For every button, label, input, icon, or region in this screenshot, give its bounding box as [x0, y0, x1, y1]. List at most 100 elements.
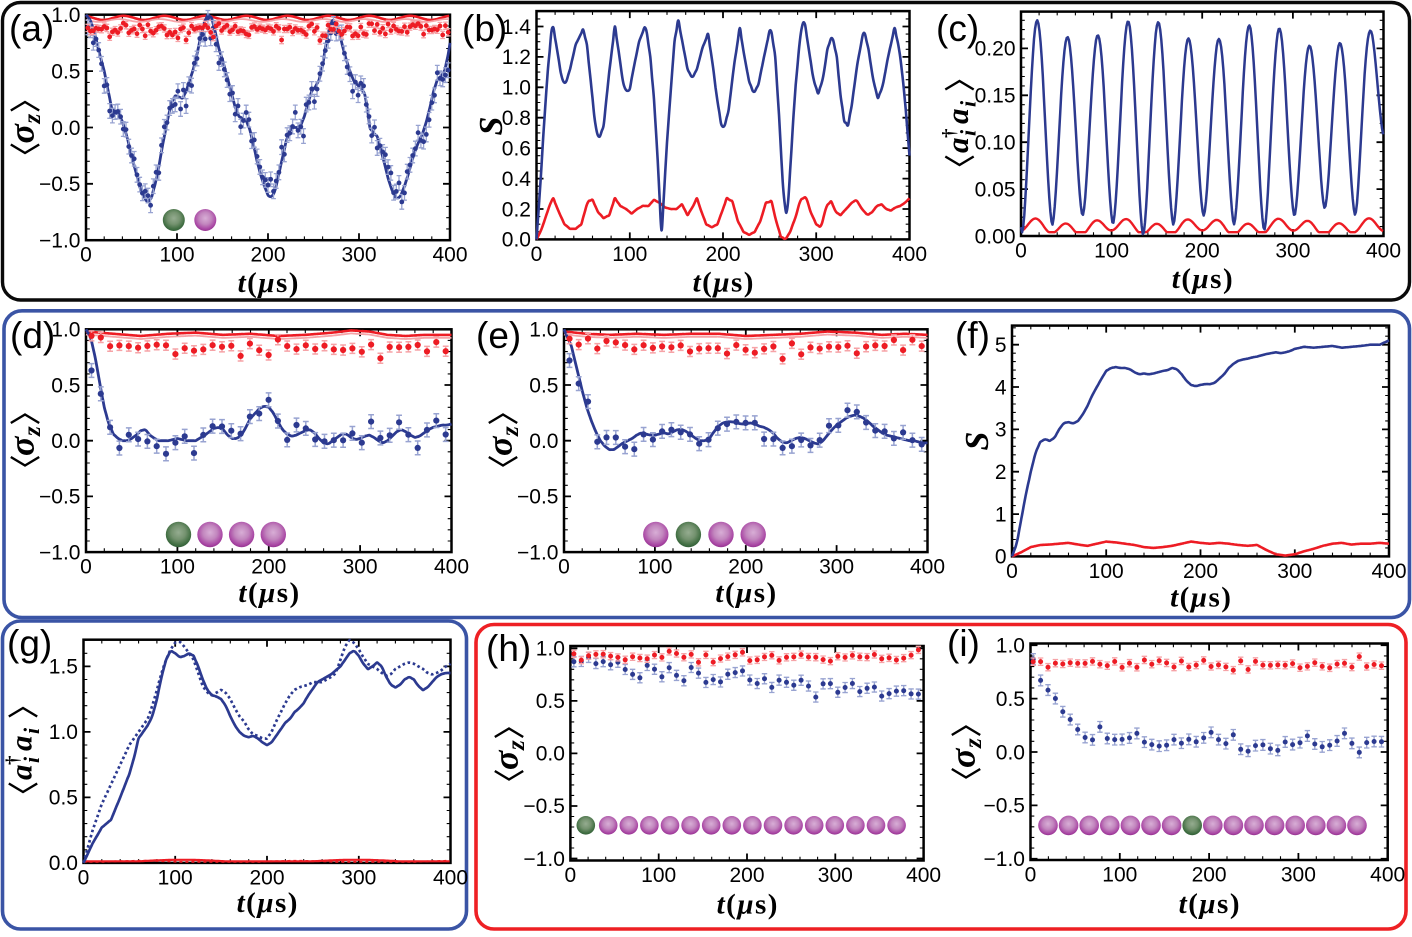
svg-text:i: i [956, 129, 981, 136]
svg-text:400: 400 [906, 864, 941, 887]
svg-text:t(μs): t(μs) [693, 266, 754, 298]
svg-text:i: i [956, 100, 981, 107]
svg-text:t(μs): t(μs) [715, 577, 776, 609]
svg-text:400: 400 [1366, 240, 1401, 263]
svg-text:0.15: 0.15 [975, 85, 1016, 108]
svg-text:(c): (c) [936, 8, 979, 49]
svg-text:−1.0: −1.0 [523, 848, 564, 871]
svg-text:0.4: 0.4 [502, 168, 532, 191]
svg-text:5: 5 [995, 334, 1007, 357]
svg-text:0.0: 0.0 [51, 430, 80, 453]
svg-text:0: 0 [1015, 240, 1027, 263]
svg-text:100: 100 [159, 244, 194, 267]
svg-text:z: z [497, 426, 524, 437]
svg-text:−0.5: −0.5 [984, 795, 1025, 818]
svg-text:0: 0 [531, 243, 543, 266]
svg-text:S: S [959, 432, 996, 451]
svg-text:(e): (e) [476, 315, 521, 356]
svg-text:1.4: 1.4 [502, 16, 532, 39]
svg-text:(d): (d) [10, 315, 55, 356]
svg-text:200: 200 [1192, 864, 1227, 887]
svg-text:0.0: 0.0 [529, 430, 558, 453]
svg-text:100: 100 [637, 556, 672, 579]
svg-text:3: 3 [995, 419, 1007, 442]
svg-text:400: 400 [434, 556, 469, 579]
svg-text:300: 300 [1277, 560, 1312, 583]
svg-text:1.0: 1.0 [529, 319, 558, 342]
svg-text:t(μs): t(μs) [238, 267, 299, 299]
svg-text:†: † [940, 128, 961, 138]
svg-text:0: 0 [80, 244, 92, 267]
svg-text:z: z [19, 426, 46, 437]
svg-text:200: 200 [728, 556, 763, 579]
svg-text:−0.5: −0.5 [39, 173, 80, 196]
svg-text:(f): (f) [955, 315, 990, 356]
svg-text:200: 200 [249, 866, 284, 889]
svg-text:1.0: 1.0 [996, 635, 1025, 658]
svg-text:200: 200 [1185, 240, 1220, 263]
svg-text:t(μs): t(μs) [717, 889, 778, 921]
svg-text:−1.0: −1.0 [984, 848, 1025, 871]
svg-text:0.5: 0.5 [49, 787, 78, 810]
svg-text:0.6: 0.6 [502, 137, 531, 160]
svg-text:i: i [19, 756, 44, 763]
svg-text:−0.5: −0.5 [523, 795, 564, 818]
svg-text:1.0: 1.0 [51, 4, 80, 27]
svg-text:0.0: 0.0 [536, 743, 565, 766]
svg-text:a: a [4, 765, 39, 781]
svg-text:z: z [19, 114, 46, 125]
svg-text:300: 300 [799, 243, 834, 266]
svg-text:300: 300 [343, 556, 378, 579]
svg-text:σ: σ [480, 435, 520, 456]
svg-text:100: 100 [158, 866, 193, 889]
svg-text:(g): (g) [7, 623, 52, 664]
svg-text:0.00: 0.00 [975, 225, 1016, 248]
svg-text:0.20: 0.20 [975, 38, 1016, 61]
svg-text:t(μs): t(μs) [238, 577, 299, 609]
svg-text:100: 100 [641, 864, 676, 887]
svg-text:200: 200 [705, 243, 740, 266]
svg-text:0: 0 [565, 864, 577, 887]
svg-text:400: 400 [1370, 864, 1405, 887]
svg-text:4: 4 [995, 376, 1007, 399]
svg-text:0: 0 [1025, 864, 1037, 887]
svg-text:1.0: 1.0 [502, 77, 531, 100]
svg-text:−1.0: −1.0 [39, 541, 80, 564]
svg-text:0: 0 [78, 866, 90, 889]
svg-text:σ: σ [2, 123, 42, 144]
svg-text:1: 1 [995, 503, 1007, 526]
svg-text:0.0: 0.0 [49, 852, 78, 875]
svg-text:(b): (b) [462, 8, 507, 49]
svg-text:100: 100 [1094, 240, 1129, 263]
svg-text:1.5: 1.5 [49, 656, 78, 679]
svg-text:0.0: 0.0 [996, 741, 1025, 764]
svg-text:0: 0 [80, 556, 92, 579]
svg-text:−0.5: −0.5 [39, 486, 80, 509]
svg-text:0: 0 [1006, 560, 1018, 583]
svg-text:t(μs): t(μs) [237, 887, 298, 919]
svg-text:200: 200 [251, 556, 286, 579]
svg-text:0: 0 [558, 556, 570, 579]
svg-text:z: z [503, 740, 530, 751]
svg-text:(i): (i) [947, 623, 980, 664]
svg-text:1.2: 1.2 [502, 46, 531, 69]
svg-text:t(μs): t(μs) [1170, 581, 1231, 613]
svg-text:200: 200 [729, 864, 764, 887]
svg-text:0.5: 0.5 [51, 374, 80, 397]
svg-text:−1.0: −1.0 [39, 230, 80, 253]
svg-text:0.5: 0.5 [536, 690, 565, 713]
svg-text:0.5: 0.5 [51, 60, 80, 83]
svg-text:0.5: 0.5 [529, 374, 558, 397]
svg-text:σ: σ [2, 435, 42, 456]
svg-text:300: 300 [819, 556, 854, 579]
svg-text:0.0: 0.0 [51, 117, 80, 140]
svg-text:300: 300 [1281, 864, 1316, 887]
svg-text:400: 400 [910, 556, 945, 579]
svg-text:100: 100 [160, 556, 195, 579]
svg-text:200: 200 [250, 244, 285, 267]
svg-text:400: 400 [432, 244, 467, 267]
svg-text:σ: σ [943, 747, 983, 768]
svg-text:z: z [960, 738, 987, 749]
svg-text:0.2: 0.2 [502, 198, 531, 221]
svg-text:300: 300 [818, 864, 853, 887]
